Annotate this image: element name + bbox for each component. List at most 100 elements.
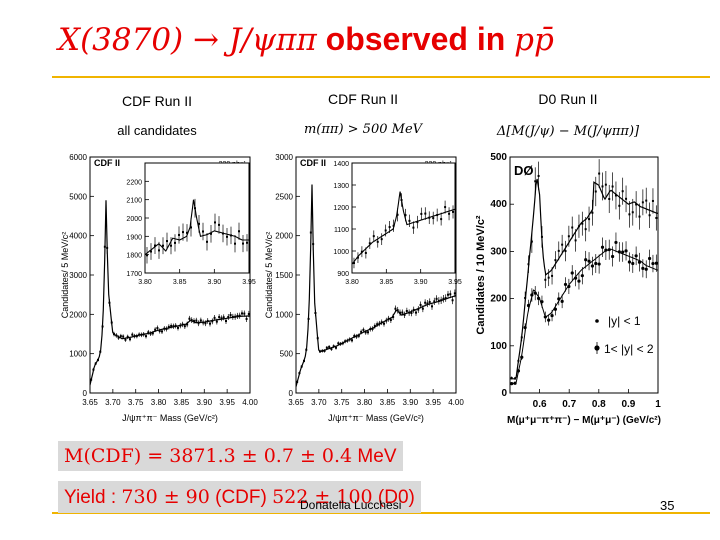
- d0-series-1-point: [598, 172, 601, 175]
- cdf-all-point: [197, 322, 200, 325]
- cdf-cut-point: [353, 334, 356, 337]
- panel-subtitle-left: all candidates: [117, 123, 197, 138]
- cdf-cut-ytick-label: 1500: [275, 271, 293, 280]
- cdf-cut-inset-point: [376, 240, 379, 243]
- cdf-all-point: [247, 312, 250, 315]
- cdf-all-point: [149, 332, 152, 335]
- cdf-all-point: [229, 314, 232, 317]
- cdf-all-point: [158, 329, 161, 332]
- cdf-all-point: [138, 333, 141, 336]
- d0-series-1-point: [564, 250, 567, 253]
- cdf-all-point: [151, 332, 154, 335]
- cdf-all-inset-point: [158, 249, 160, 252]
- d0-series-1-point: [517, 359, 520, 362]
- cdf-all-inset-point: [190, 226, 192, 229]
- d0-series-1-point: [574, 239, 577, 242]
- cdf-all-point: [181, 323, 184, 326]
- cdf-all-point: [145, 335, 147, 338]
- cdf-cut-inset-point: [396, 213, 399, 216]
- cdf-all-point: [236, 314, 239, 317]
- cdf-cut-point: [426, 302, 429, 305]
- cdf-cut-ytick-label: 500: [280, 350, 294, 359]
- cdf-all-xtick-label: 3.95: [219, 398, 235, 407]
- cdf-cut-point: [453, 292, 456, 295]
- panel-title-middle: CDF Run II: [328, 91, 398, 107]
- d0-series-2-point: [530, 293, 534, 297]
- mass-unit: MeV: [352, 446, 397, 467]
- cdf-cut-point: [387, 317, 390, 320]
- d0-series-1-point: [524, 296, 527, 299]
- d0-series-1-point: [614, 194, 617, 197]
- cdf-cut-point: [335, 346, 337, 349]
- cdf-cut-xtick-label: 3.95: [425, 398, 441, 407]
- cdf-all-point: [122, 335, 125, 338]
- cdf-cut-point: [408, 311, 411, 314]
- cdf-all-point: [193, 320, 195, 323]
- cdf-all-inset-ytick-label: 1800: [126, 253, 142, 260]
- cdf-all-point: [103, 245, 106, 248]
- cdf-cut-point: [319, 350, 321, 353]
- mass-result-box: M(CDF) = 3871.3 ± 0.7 ± 0.4 MeV: [58, 441, 403, 471]
- yield-label: Yield :: [64, 487, 122, 508]
- d0-series-1-point: [554, 259, 557, 262]
- cdf-cut-point: [341, 342, 344, 345]
- cdf-all-point: [218, 316, 221, 319]
- cdf-all-point: [142, 333, 145, 336]
- cdf-cut-point: [371, 327, 374, 330]
- cdf-all-inset-ytick-label: 2100: [126, 198, 142, 205]
- cdf-cut-point: [449, 293, 452, 296]
- cdf-cut-xtick-label: 3.90: [402, 398, 418, 407]
- d0-series-2-point: [577, 279, 581, 283]
- cdf-all-inset-point: [170, 244, 172, 247]
- cdf-cut-inset-ytick-label: 1000: [333, 249, 349, 256]
- cdf-cut-inset-point: [416, 221, 419, 224]
- cdf-all-experiment-label: CDF II: [94, 158, 120, 168]
- d0-series-1-point: [567, 235, 570, 238]
- cdf-all-point: [220, 317, 223, 320]
- cdf-all-ylabel: Candidates/ 5 MeV/c²: [60, 232, 70, 319]
- cdf-cut-point: [396, 309, 399, 312]
- cdf-cut-inset-point: [384, 229, 387, 232]
- d0-series-1-point: [510, 376, 513, 379]
- cdf-all-inset-point: [178, 233, 180, 236]
- cdf-all-xtick-label: 3.85: [174, 398, 190, 407]
- cdf-all-xtick-label: 3.90: [196, 398, 212, 407]
- cdf-all-point: [108, 301, 111, 304]
- cdf-all-point: [179, 324, 182, 327]
- cdf-all-point: [140, 333, 143, 336]
- cdf-all-point: [177, 326, 179, 329]
- d0-series-2-point: [607, 248, 611, 252]
- cdf-cut-point: [367, 331, 369, 334]
- cdf-all-point: [172, 325, 175, 328]
- d0-series-1-point: [520, 336, 523, 339]
- yield-d0-text: (D0): [372, 487, 415, 508]
- cdf-cut-inset-point: [428, 216, 431, 219]
- d0-series-2-point: [580, 274, 584, 278]
- cdf-all-point: [147, 331, 150, 334]
- cdf-all-point: [135, 335, 138, 338]
- cdf-cut-xlabel: J/ψπ⁺π⁻ Mass (GeV/c²): [328, 413, 424, 423]
- d0-legend-marker-1: [595, 319, 599, 323]
- d0-series-1-point: [611, 185, 614, 188]
- cdf-all-point: [129, 338, 131, 341]
- d0-series-1-point: [594, 190, 597, 193]
- cdf-all-point: [101, 325, 104, 328]
- cdf-cut-inset-ytick-label: 1200: [333, 205, 349, 212]
- cdf-cut-inset-ytick-label: 1300: [333, 183, 349, 190]
- d0-ytick-label: 300: [490, 246, 507, 257]
- cdf-cut-experiment-label: CDF II: [300, 158, 326, 168]
- d0-series-1-point: [561, 243, 564, 246]
- cdf-all-point: [90, 378, 93, 381]
- cdf-cut-inset-point: [412, 226, 415, 229]
- cdf-cut-ytick-label: 2500: [275, 192, 293, 201]
- cdf-all-point: [115, 334, 118, 337]
- cdf-cut-point: [305, 348, 308, 351]
- slide-title: X(3870) → J/ψππ observed in pp̄: [58, 20, 698, 64]
- cdf-cut-point: [362, 328, 365, 331]
- cdf-all-inset-ytick-label: 1700: [126, 271, 142, 278]
- cdf-all-point: [238, 314, 241, 317]
- d0-series-1-point: [571, 226, 574, 229]
- cdf-cut-point: [424, 301, 427, 304]
- title-math-left: X(3870) → J/ψππ: [58, 22, 317, 58]
- d0-series-1-point: [537, 174, 540, 177]
